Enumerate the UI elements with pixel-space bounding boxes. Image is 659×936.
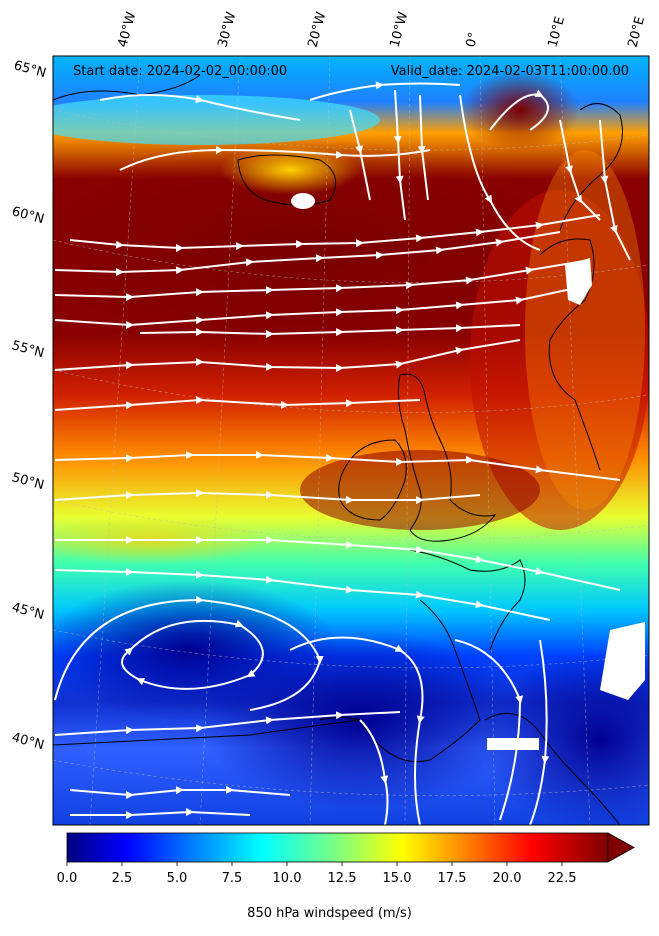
- colorbar-extend-arrow: [607, 832, 635, 863]
- streamlines: [54, 81, 631, 825]
- colorbar-tick-label: 22.5: [547, 871, 577, 886]
- colorbar-tick-label: 15.0: [382, 871, 412, 886]
- colorbar-tick-label: 0.0: [56, 871, 78, 886]
- start-date-label: Start date: 2024-02-02_00:00:00: [73, 64, 288, 79]
- colorbar: [66, 832, 635, 866]
- colorbar-tick-label: 12.5: [327, 871, 357, 886]
- windspeed-field: [53, 56, 649, 825]
- colorbar-gradient: [66, 832, 609, 863]
- colorbar-tick-label: 5.0: [166, 871, 188, 886]
- colorbar-tick-label: 17.5: [437, 871, 467, 886]
- valid-date-label: Valid_date: 2024-02-03T11:00:00.00: [390, 64, 629, 79]
- colorbar-tick-label: 7.5: [221, 871, 243, 886]
- colorbar-ticks: [66, 862, 563, 866]
- colorbar-title: 850 hPa windspeed (m/s): [247, 906, 412, 921]
- missing-data-patches: [291, 193, 645, 750]
- colorbar-tick-label: 2.5: [111, 871, 133, 886]
- colorbar-tick-label: 10.0: [272, 871, 302, 886]
- colorbar-tick-label: 20.0: [492, 871, 522, 886]
